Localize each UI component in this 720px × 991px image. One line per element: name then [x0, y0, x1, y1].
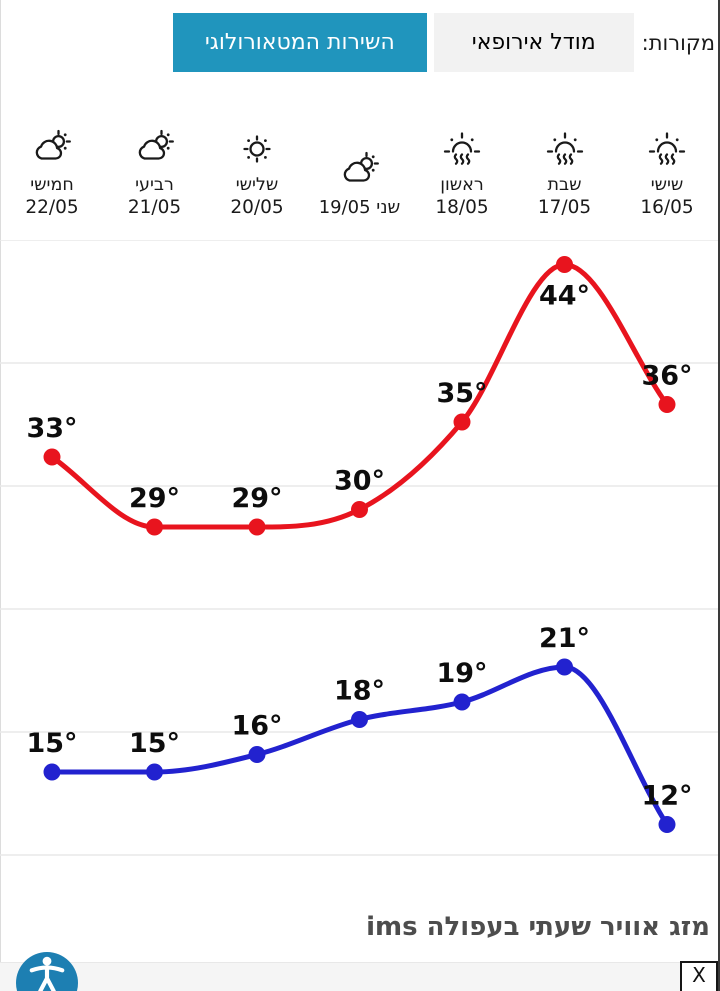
day-name: רביעי: [135, 175, 174, 195]
right-edge-divider: [718, 0, 720, 991]
day-name: חמישי: [30, 175, 74, 195]
max-temperature-point: [453, 413, 471, 431]
left-edge-divider: [0, 0, 1, 991]
day-date: 17/05: [537, 197, 592, 218]
max-temperature-label: 33°: [26, 413, 77, 444]
tab-european-model[interactable]: מודל אירופאי: [433, 13, 634, 72]
day-column-17-05: שבת 17/05: [513, 118, 617, 219]
day-date: 21/05: [127, 197, 182, 218]
heat-icon: [648, 132, 686, 165]
max-temperature-label: 44°: [539, 281, 590, 312]
day-name: ראשון: [440, 175, 484, 195]
accessibility-button[interactable]: [16, 952, 78, 991]
day-column-16-05: שישי 16/05: [615, 118, 719, 219]
min-temperature-point: [351, 711, 368, 728]
max-temperature-point: [556, 256, 573, 273]
day-name: שישי: [650, 175, 684, 195]
heat-icon: [443, 132, 481, 165]
max-temperature-point: [43, 448, 61, 466]
tab-meteorological-service[interactable]: השירות המטאורולוגי: [172, 13, 427, 72]
day-label: שני 19/05: [318, 197, 401, 218]
min-temperature-label: 19°: [436, 658, 487, 689]
max-temperature-point: [351, 501, 368, 518]
partly-cloudy-icon: [138, 129, 174, 160]
partly-cloudy-icon: [35, 129, 71, 160]
min-temperature-label: 12°: [641, 781, 692, 812]
min-temperature-label: 16°: [231, 711, 282, 742]
max-temperature-label: 36°: [641, 361, 692, 392]
day-date: 20/05: [230, 197, 284, 218]
day-date: 22/05: [25, 197, 79, 218]
min-temperature-label: 21°: [539, 623, 590, 654]
day-column-18-05: ראשון 18/05: [410, 118, 514, 219]
day-column-20-05: שלישי 20/05: [205, 118, 309, 219]
min-temperature-point: [146, 763, 163, 781]
max-temperature-point: [248, 518, 266, 536]
day-column-19-05: שני 19/05: [308, 118, 412, 220]
sources-header: מקורות: מודל אירופאי השירות המטאורולוגי: [172, 13, 717, 72]
min-temperature-point: [658, 816, 676, 833]
day-name: שבת: [547, 175, 582, 195]
accessibility-person-icon: [29, 956, 65, 991]
day-date: 18/05: [435, 197, 489, 218]
min-temperature-point: [556, 658, 573, 676]
temperature-chart: 36° 44° 35° 30° 29° 29° 33° 12° 21° 19° 18° 16° 15° 1…: [0, 240, 720, 856]
min-temperature-point: [248, 746, 266, 763]
day-name: שלישי: [235, 175, 279, 195]
day-column-21-05: רביעי 21/05: [103, 118, 207, 219]
max-temperature-label: 29°: [231, 483, 282, 514]
sunny-icon: [243, 135, 271, 163]
min-temperature-label: 15°: [129, 728, 180, 759]
partly-cloudy-icon: [343, 151, 379, 182]
max-temperature-label: 29°: [129, 483, 180, 514]
close-button[interactable]: X: [680, 961, 718, 991]
day-date: 16/05: [640, 197, 694, 218]
max-temperature-point: [146, 518, 163, 536]
min-temperature-point: [43, 763, 61, 781]
min-temperature-label: 15°: [26, 728, 77, 759]
min-temperature-point: [453, 693, 471, 711]
bottom-bar: [0, 962, 720, 991]
heat-icon: [546, 132, 583, 165]
min-temperature-label: 18°: [334, 676, 385, 707]
max-temperature-label: 35°: [436, 378, 487, 409]
max-temperature-label: 30°: [334, 466, 385, 497]
day-column-22-05: חמישי 22/05: [0, 118, 104, 219]
sources-label: מקורות:: [641, 30, 715, 55]
footer-title: מזג אוויר שעתי בעפולה ims: [366, 912, 710, 942]
max-temperature-point: [658, 396, 676, 413]
